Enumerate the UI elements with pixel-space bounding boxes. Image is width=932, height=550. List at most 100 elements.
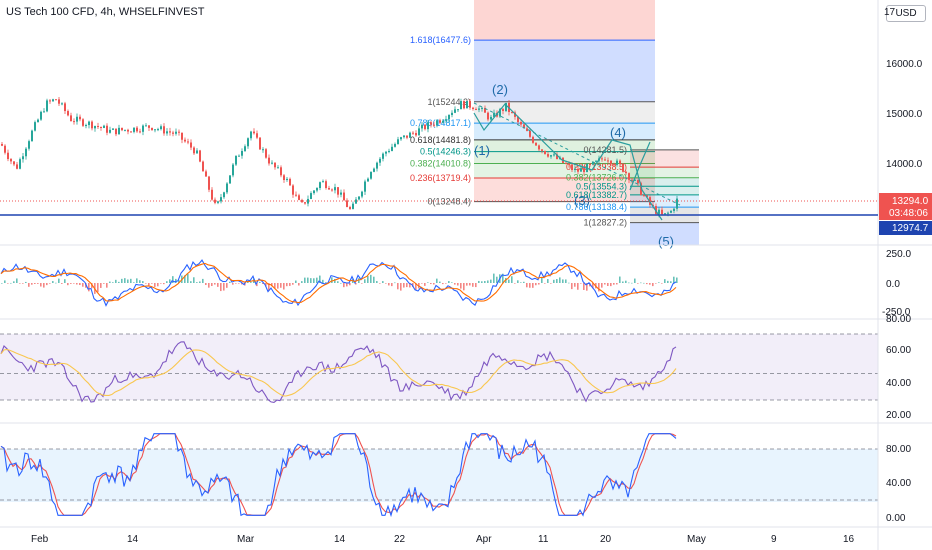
macd-histogram-bar <box>28 283 30 287</box>
candle-body <box>436 120 438 126</box>
macd-histogram-bar <box>586 283 588 291</box>
macd-histogram-bar <box>643 282 645 284</box>
candle-body <box>400 137 402 140</box>
macd-histogram-bar <box>550 283 552 284</box>
candle-body <box>40 111 42 120</box>
time-label-apr: Apr <box>476 534 492 545</box>
candle-body <box>277 167 279 169</box>
candle-body <box>142 125 144 132</box>
macd-histogram-bar <box>673 276 675 283</box>
candle-body <box>367 178 369 182</box>
candle-body <box>76 116 78 122</box>
candle-body <box>211 189 213 200</box>
candle-body <box>55 99 57 101</box>
macd-histogram-bar <box>211 283 213 287</box>
candle-body <box>241 150 243 156</box>
fib-level-label: 0.786(13138.4) <box>566 202 627 212</box>
macd-histogram-bar <box>4 280 6 283</box>
candle-body <box>355 199 357 204</box>
macd-histogram-bar <box>25 281 27 283</box>
fib-level-label: 0.618(13382.7) <box>566 190 627 200</box>
candle-body <box>232 164 234 176</box>
candle-body <box>322 181 324 183</box>
candle-body <box>226 183 228 193</box>
currency-button[interactable]: USD <box>886 5 926 22</box>
macd-histogram-bar <box>295 280 297 283</box>
macd-histogram-bar <box>460 283 462 289</box>
candle-body <box>310 193 312 199</box>
candle-body <box>577 168 579 172</box>
macd-histogram-bar <box>133 282 135 283</box>
price-label-16000: 16000.0 <box>886 59 923 70</box>
wave-projection-line[interactable] <box>629 141 651 191</box>
macd-histogram-bar <box>355 283 357 285</box>
macd-histogram-bar <box>655 283 657 284</box>
candle-body <box>439 120 441 123</box>
wave-channel-line[interactable] <box>473 102 681 206</box>
macd-histogram-bar <box>466 283 468 286</box>
macd-histogram-bar <box>391 283 393 287</box>
macd-histogram-bar <box>316 277 318 283</box>
macd-histogram-bar <box>232 283 234 285</box>
macd-histogram-bar <box>58 278 60 283</box>
candle-body <box>517 116 519 123</box>
candle-body <box>79 116 81 120</box>
candle-body <box>658 209 660 214</box>
candle-body <box>178 131 180 133</box>
candle-body <box>166 131 168 134</box>
candle-body <box>34 122 36 131</box>
elliott-wave-line[interactable] <box>473 103 663 221</box>
macd-histogram-bar <box>523 281 525 283</box>
candle-body <box>628 173 630 180</box>
fib-zone <box>474 163 655 179</box>
macd-histogram-bar <box>520 282 522 283</box>
macd-histogram-bar <box>91 283 93 289</box>
macd-histogram-bar <box>580 283 582 284</box>
macd-histogram-bar <box>598 283 600 292</box>
macd-histogram-bar <box>61 283 63 284</box>
macd-histogram-bar <box>508 279 510 283</box>
time-label-mar: Mar <box>237 534 255 545</box>
rsi-label-80: 80.00 <box>886 314 911 325</box>
candle-body <box>595 160 597 162</box>
stoch-label-40: 40.00 <box>886 478 911 489</box>
macd-histogram-bar <box>649 283 651 285</box>
macd-histogram-bar <box>142 281 144 283</box>
macd-histogram-bar <box>109 281 111 283</box>
fib-zone <box>474 40 655 102</box>
macd-histogram-bar <box>256 283 258 287</box>
macd-histogram-bar <box>259 281 261 283</box>
macd-histogram-bar <box>157 283 159 287</box>
macd-histogram-bar <box>484 281 486 283</box>
candle-body <box>58 99 60 104</box>
candle-body <box>328 187 330 190</box>
macd-histogram-bar <box>568 282 570 284</box>
macd-histogram-bar <box>190 281 192 283</box>
indicator-panes <box>0 259 878 518</box>
candle-body <box>112 128 114 130</box>
candle-body <box>4 145 6 153</box>
bar-countdown: 03:48:06 <box>889 208 928 219</box>
fib-zone <box>630 222 699 245</box>
macd-histogram-bar <box>67 283 69 286</box>
candle-body <box>445 119 447 121</box>
candle-body <box>133 127 135 132</box>
macd-histogram-bar <box>16 278 18 283</box>
macd-histogram-bar <box>304 277 306 283</box>
macd-histogram-bar <box>226 283 228 288</box>
symbol-title[interactable]: US Tech 100 CFD, 4h, WHSELFINVEST <box>6 6 205 18</box>
candle-body <box>550 155 552 157</box>
macd-histogram-bar <box>229 281 231 283</box>
candle-body <box>499 109 501 117</box>
macd-histogram-bar <box>31 283 33 285</box>
candle-body <box>193 147 195 154</box>
macd-histogram-bar <box>313 278 315 283</box>
macd-histogram-bar <box>7 283 9 284</box>
candle-body <box>352 203 354 209</box>
candle-body <box>199 150 201 162</box>
macd-histogram-bar <box>547 279 549 283</box>
macd-histogram-bar <box>481 281 483 283</box>
candle-body <box>529 130 531 137</box>
candle-body <box>313 190 315 194</box>
